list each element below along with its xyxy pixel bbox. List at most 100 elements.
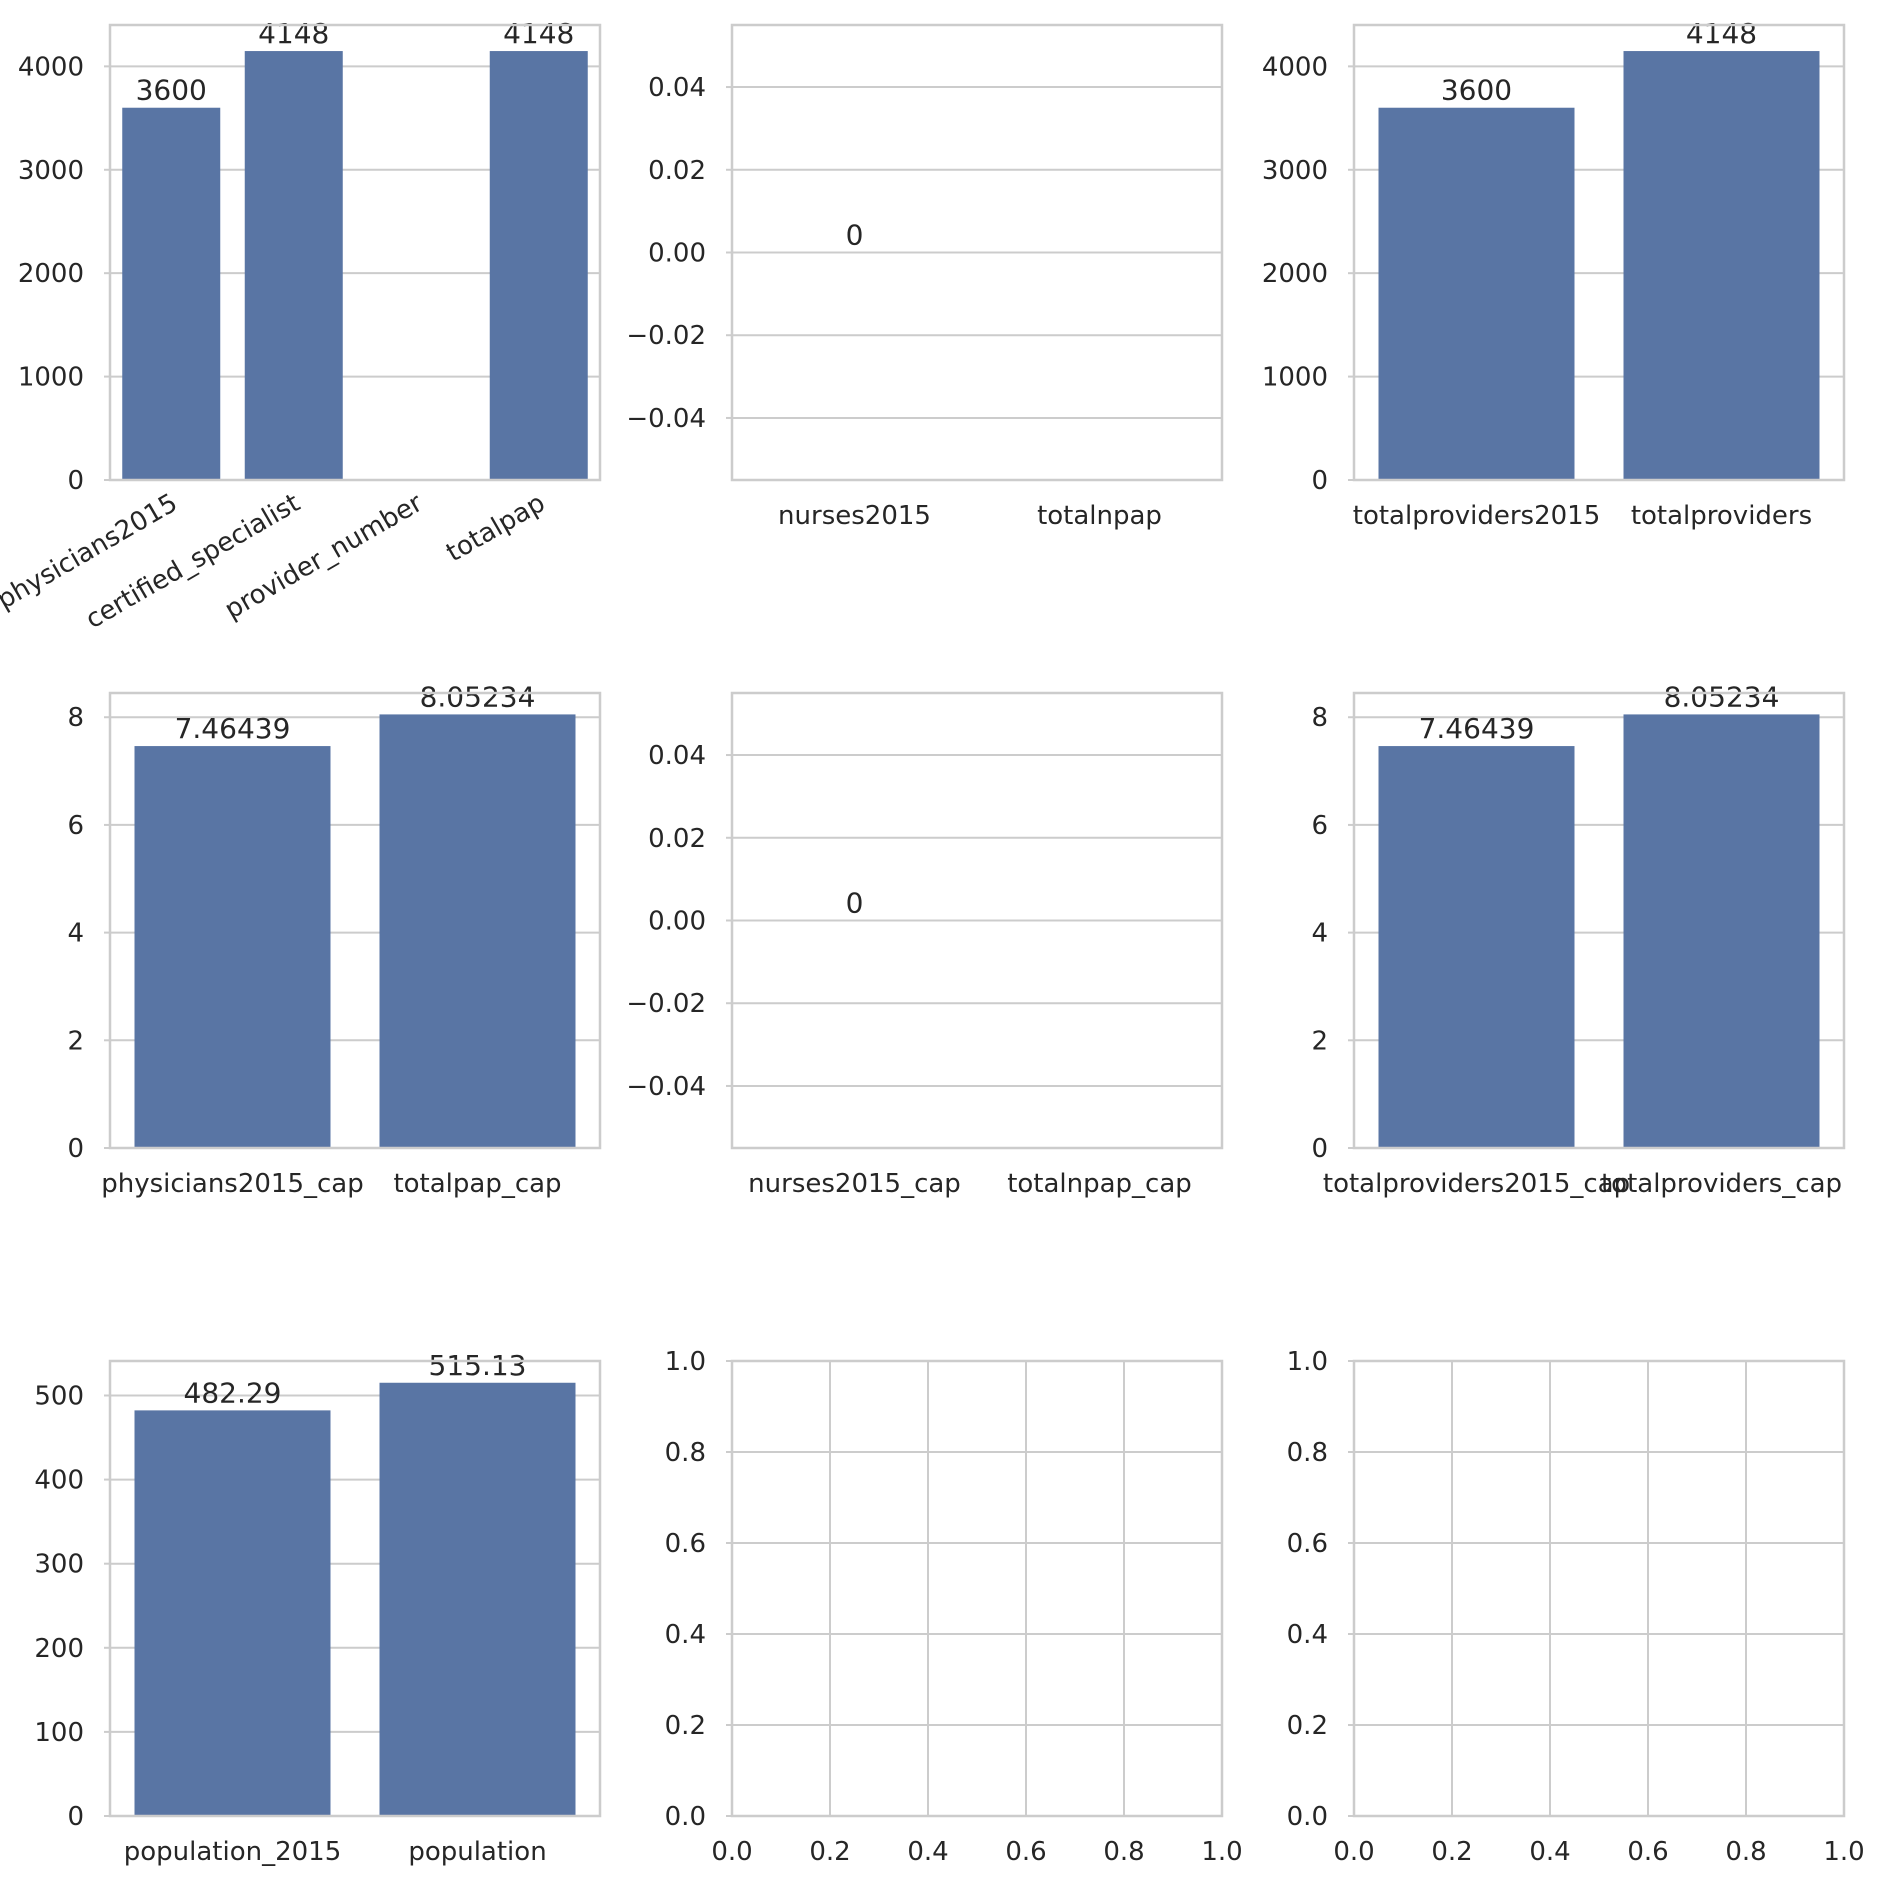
y-tick-label: 0.6 xyxy=(1287,1529,1328,1559)
axes-frame xyxy=(1352,1359,1846,1818)
bar-value-label: 8.05234 xyxy=(420,680,536,713)
y-tick-label: 4 xyxy=(1311,919,1328,949)
y-tick-label: −0.04 xyxy=(626,1072,706,1102)
y-tick-label: 1.0 xyxy=(665,1347,706,1377)
y-tick-label: 0.4 xyxy=(665,1620,706,1650)
x-tick-label: 0.6 xyxy=(1627,1837,1668,1867)
subplot-9: 0.0 0.2 0.4 0.6 0.8 1.0 0.0 0.2 0.4 0.6 0.8 1.0 xyxy=(1287,1347,1865,1867)
y-tick-label: 4000 xyxy=(18,52,84,82)
axes-frame xyxy=(108,23,602,482)
x-tick-label: totalnpap xyxy=(1037,501,1162,531)
y-tick-label: 0.8 xyxy=(1287,1438,1328,1468)
bar-value-label: 3600 xyxy=(1441,74,1512,107)
y-tick-label: 300 xyxy=(34,1550,84,1580)
bar-value-label: 0 xyxy=(846,219,864,252)
y-tick-label: 100 xyxy=(34,1718,84,1748)
axes-frame xyxy=(730,1359,1224,1818)
x-tick-label: 0.8 xyxy=(1103,1837,1144,1867)
y-tick-label: 0.04 xyxy=(648,73,706,103)
subplot-1: 010002000300040003600physicians20154148c… xyxy=(0,17,602,635)
y-tick-label: 3000 xyxy=(18,156,84,186)
bar xyxy=(244,51,343,481)
y-tick-label: 0 xyxy=(67,466,84,496)
x-tick-label: 0.4 xyxy=(1529,1837,1570,1867)
y-tick-label: 8 xyxy=(1311,703,1328,733)
axes-frame xyxy=(730,691,1224,1150)
bar xyxy=(1378,107,1575,481)
x-tick-label: 0.4 xyxy=(907,1837,948,1867)
bar xyxy=(1623,51,1820,481)
subplot-6: 0 2 4 6 8 7.46439 totalproviders2015_cap 8.0523… xyxy=(1311,680,1846,1199)
bar-value-label: 4148 xyxy=(1686,17,1757,50)
y-tick-label: 0.8 xyxy=(665,1438,706,1468)
y-tick-label: 0.0 xyxy=(665,1802,706,1832)
x-tick-label: 0.6 xyxy=(1005,1837,1046,1867)
y-tick-label: −0.04 xyxy=(626,404,706,434)
y-tick-label: 0.6 xyxy=(665,1529,706,1559)
bar-value-label: 482.29 xyxy=(184,1376,282,1409)
bar-value-label: 7.46439 xyxy=(175,712,291,745)
bar xyxy=(134,1410,331,1816)
y-tick-label: 0.02 xyxy=(648,156,706,186)
bar-value-label: 4148 xyxy=(503,17,574,50)
bar xyxy=(134,746,331,1148)
y-tick-label: 0.02 xyxy=(648,824,706,854)
y-tick-label: 0.2 xyxy=(665,1711,706,1741)
x-tick-label: totalproviders2015_cap xyxy=(1323,1169,1630,1199)
y-tick-label: 0 xyxy=(67,1134,84,1164)
y-tick-label: 3000 xyxy=(1262,156,1328,186)
y-tick-label: 2 xyxy=(1311,1026,1328,1056)
bar xyxy=(379,1382,576,1816)
bar-value-label: 7.46439 xyxy=(1419,712,1535,745)
axes-frame xyxy=(108,691,602,1150)
bar-value-label: 8.05234 xyxy=(1664,680,1780,713)
y-tick-label: 1000 xyxy=(18,363,84,393)
x-tick-label: totalproviders xyxy=(1631,501,1812,531)
bar-value-label: 0 xyxy=(846,887,864,920)
y-tick-label: 1000 xyxy=(1262,363,1328,393)
x-tick-label: certified_specialist xyxy=(81,488,306,635)
bar xyxy=(122,107,221,481)
y-tick-label: 0 xyxy=(1311,1134,1328,1164)
x-tick-label: provider_number xyxy=(220,488,428,626)
y-tick-label: −0.02 xyxy=(626,989,706,1019)
x-tick-label: population_2015 xyxy=(124,1837,342,1867)
x-tick-label: totalpap_cap xyxy=(393,1169,561,1199)
x-tick-label: 0.2 xyxy=(1431,1837,1472,1867)
y-tick-label: 4000 xyxy=(1262,52,1328,82)
subplot-2: −0.04 −0.02 0.00 0.02 0.04 0 nurses2015 totalnp… xyxy=(626,23,1224,531)
bar-value-label: 3600 xyxy=(136,74,207,107)
y-tick-label: 4 xyxy=(67,919,84,949)
y-tick-label: 200 xyxy=(34,1634,84,1664)
y-tick-label: 0 xyxy=(1311,466,1328,496)
x-tick-label: totalnpap_cap xyxy=(1007,1169,1192,1199)
x-tick-label: nurses2015_cap xyxy=(748,1169,961,1199)
subplot-4: 0 2 4 6 8 7.46439 physicians2015_cap 8.05234 tot… xyxy=(67,680,602,1199)
y-tick-label: 2000 xyxy=(18,259,84,289)
y-tick-label: 0 xyxy=(67,1802,84,1832)
subplot-8: 0.0 0.2 0.4 0.6 0.8 1.0 0.0 0.2 0.4 0.6 0.8 1.0 xyxy=(665,1347,1243,1867)
axes-frame xyxy=(1352,691,1846,1150)
x-tick-label: 1.0 xyxy=(1201,1837,1242,1867)
x-tick-label: 0.8 xyxy=(1725,1837,1766,1867)
y-tick-label: 0.4 xyxy=(1287,1620,1328,1650)
y-tick-label: 2000 xyxy=(1262,259,1328,289)
y-tick-label: 6 xyxy=(67,811,84,841)
y-tick-label: 0.04 xyxy=(648,741,706,771)
y-tick-label: 8 xyxy=(67,703,84,733)
axes-frame xyxy=(1352,23,1846,482)
axes-frame xyxy=(730,23,1224,482)
y-tick-label: 6 xyxy=(1311,811,1328,841)
subplot-7: 0 100 200 300 400 500 482.29 population_2015 515… xyxy=(34,1349,602,1867)
x-tick-label: nurses2015 xyxy=(778,501,931,531)
bar xyxy=(379,714,576,1148)
y-tick-label: 400 xyxy=(34,1466,84,1496)
x-tick-label: 1.0 xyxy=(1823,1837,1864,1867)
x-tick-label: 0.2 xyxy=(809,1837,850,1867)
x-tick-label: totalpap xyxy=(441,488,550,568)
x-tick-label: 0.0 xyxy=(711,1837,752,1867)
y-tick-label: 0.00 xyxy=(648,907,706,937)
y-tick-label: 0.00 xyxy=(648,239,706,269)
x-tick-label: physicians2015_cap xyxy=(101,1169,364,1199)
subplot-3: 0 1000 2000 3000 4000 3600 totalproviders2015 4… xyxy=(1262,17,1846,531)
